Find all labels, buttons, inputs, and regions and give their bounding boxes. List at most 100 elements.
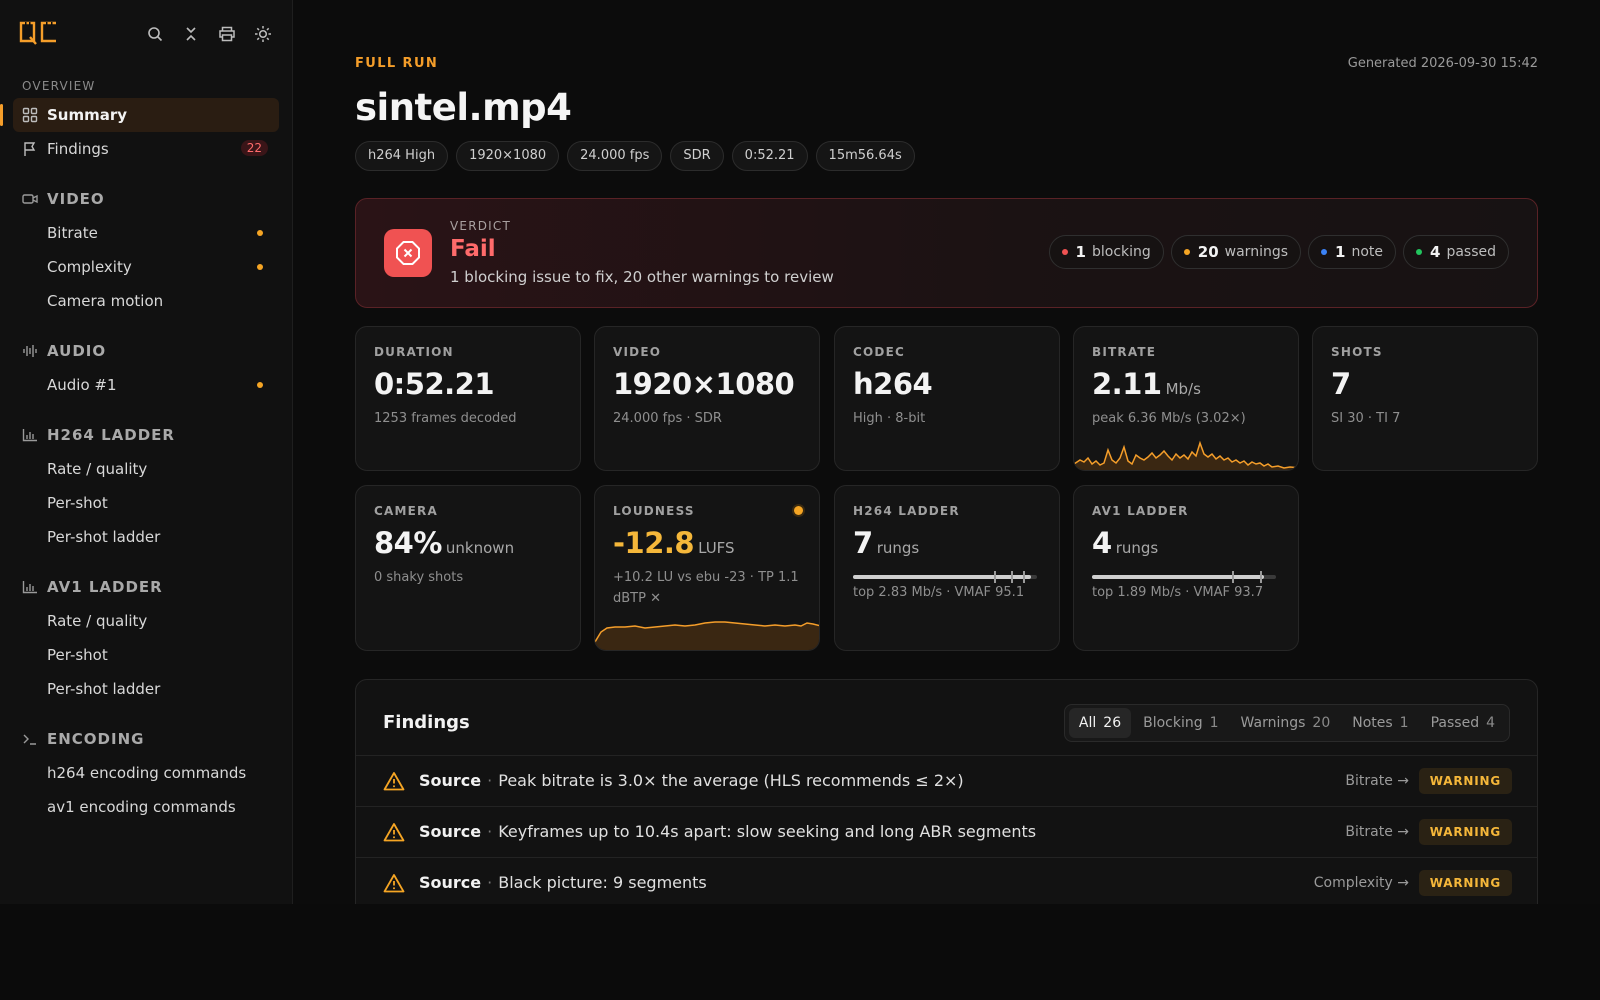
tab-all[interactable]: All 26 bbox=[1068, 708, 1132, 738]
section-audio[interactable]: AUDIO bbox=[0, 334, 292, 368]
bar-chart-icon bbox=[22, 429, 37, 442]
sidebar-item-label: Per-shot ladder bbox=[47, 680, 161, 698]
tab-label: Blocking bbox=[1143, 715, 1203, 731]
findings-count-badge: 22 bbox=[240, 140, 268, 156]
section-encoding[interactable]: ENCODING bbox=[0, 722, 292, 756]
pill-count: 1 bbox=[1075, 243, 1086, 261]
sidebar-item-av1-rate-quality[interactable]: Rate / quality bbox=[0, 604, 292, 638]
page-title: sintel.mp4 bbox=[355, 86, 572, 129]
qc-logo-icon bbox=[19, 21, 56, 45]
ladder-fill bbox=[1092, 575, 1264, 579]
rungs-unit: rungs bbox=[1115, 539, 1159, 557]
sidebar-item-label: Audio #1 bbox=[47, 376, 117, 394]
card-value: 2.11 Mb/s bbox=[1092, 367, 1201, 401]
sidebar-item-complexity[interactable]: Complexity bbox=[0, 250, 292, 284]
h264-ladder-card[interactable]: H264 LADDER 7 rungs top 2.83 Mb/s · VMAF … bbox=[834, 485, 1060, 651]
finding-row[interactable]: Source · Keyframes up to 10.4s apart: slow… bbox=[356, 806, 1537, 857]
section-h264-ladder[interactable]: H264 LADDER bbox=[0, 418, 292, 452]
separator: · bbox=[487, 873, 493, 892]
card-sub: SI 30 · TI 7 bbox=[1331, 411, 1401, 426]
sidebar-item-h264-encoding-commands[interactable]: h264 encoding commands bbox=[0, 756, 292, 790]
card-label: DURATION bbox=[374, 345, 454, 359]
video-card[interactable]: VIDEO 1920×1080 24.000 fps · SDR bbox=[594, 326, 820, 471]
section-video[interactable]: VIDEO bbox=[0, 182, 292, 216]
shots-card[interactable]: SHOTS 7 SI 30 · TI 7 bbox=[1312, 326, 1538, 471]
camera-card[interactable]: CAMERA 84% unknown 0 shaky shots bbox=[355, 485, 581, 651]
blocking-count-pill[interactable]: 1 blocking bbox=[1048, 235, 1164, 269]
search-icon[interactable] bbox=[145, 24, 165, 44]
card-value: 4 rungs bbox=[1092, 526, 1158, 560]
card-label: CAMERA bbox=[374, 504, 438, 518]
theme-toggle-icon[interactable] bbox=[253, 24, 273, 44]
audio-waveform-icon bbox=[23, 345, 37, 357]
sidebar-item-av1-per-shot[interactable]: Per-shot bbox=[0, 638, 292, 672]
sidebar-item-summary[interactable]: Summary bbox=[0, 98, 279, 132]
sidebar-item-label: Summary bbox=[47, 106, 128, 124]
finding-link-bitrate[interactable]: Bitrate → bbox=[1345, 773, 1409, 789]
notes-count-pill[interactable]: 1 note bbox=[1308, 235, 1396, 269]
warnings-count-pill[interactable]: 20 warnings bbox=[1170, 235, 1302, 269]
sidebar-item-camera-motion[interactable]: Camera motion bbox=[0, 284, 292, 318]
sidebar-item-label: h264 encoding commands bbox=[47, 764, 247, 782]
sidebar-item-label: Per-shot ladder bbox=[47, 528, 161, 546]
flag-icon bbox=[24, 142, 36, 156]
tab-count: 4 bbox=[1486, 715, 1495, 731]
sidebar-item-h264-per-shot[interactable]: Per-shot bbox=[0, 486, 292, 520]
tab-label: Warnings bbox=[1240, 715, 1306, 731]
passed-count-pill[interactable]: 4 passed bbox=[1403, 235, 1509, 269]
camera-unit: unknown bbox=[445, 539, 515, 557]
card-value: h264 bbox=[853, 367, 933, 401]
chip-profile: h264 High bbox=[355, 141, 449, 171]
tab-count: 1 bbox=[1209, 715, 1219, 731]
tab-count: 20 bbox=[1312, 715, 1331, 731]
sidebar-item-h264-per-shot-ladder[interactable]: Per-shot ladder bbox=[0, 520, 292, 554]
tab-warnings[interactable]: Warnings 20 bbox=[1231, 708, 1341, 738]
warning-triangle-icon bbox=[383, 874, 405, 893]
loudness-unit: LUFS bbox=[698, 539, 735, 557]
warning-badge: WARNING bbox=[1418, 768, 1512, 794]
chip-duration: 0:52.21 bbox=[731, 141, 808, 171]
codec-card[interactable]: CODEC h264 High · 8-bit bbox=[834, 326, 1060, 471]
sidebar-nav: OVERVIEW Summary Findings 22 VIDEO Bitra… bbox=[0, 76, 292, 824]
overview-label: OVERVIEW bbox=[22, 79, 96, 93]
blocking-dot bbox=[1061, 249, 1068, 255]
rungs-value: 7 bbox=[853, 526, 873, 560]
finding-message: Keyframes up to 10.4s apart: slow seekin… bbox=[498, 822, 1037, 841]
tab-notes[interactable]: Notes 1 bbox=[1342, 708, 1418, 738]
sidebar-item-label: Findings bbox=[47, 140, 109, 158]
loudness-card[interactable]: LOUDNESS -12.8 LUFS +10.2 LU vs ebu -23 ·… bbox=[594, 485, 820, 651]
loudness-value: -12.8 bbox=[613, 526, 695, 560]
finding-source: Source bbox=[419, 873, 482, 892]
sidebar-item-bitrate[interactable]: Bitrate bbox=[0, 216, 292, 250]
card-sub: 1253 frames decoded bbox=[374, 411, 517, 426]
sidebar-item-findings[interactable]: Findings 22 bbox=[0, 132, 292, 166]
sidebar-item-av1-per-shot-ladder[interactable]: Per-shot ladder bbox=[0, 672, 292, 706]
tab-blocking[interactable]: Blocking 1 bbox=[1133, 708, 1228, 738]
finding-row[interactable]: Source · Peak bitrate is 3.0× the average … bbox=[356, 755, 1537, 806]
bar-chart-icon bbox=[22, 581, 37, 594]
findings-filter-tabs: All 26 Blocking 1 Warnings 20 Notes 1 Passed… bbox=[1063, 704, 1510, 742]
collapse-icon[interactable] bbox=[181, 24, 201, 44]
sidebar-item-av1-encoding-commands[interactable]: av1 encoding commands bbox=[0, 790, 292, 824]
section-title: ENCODING bbox=[47, 730, 145, 748]
bitrate-unit: Mb/s bbox=[1165, 380, 1201, 398]
finding-row[interactable]: Source · Black picture: 9 segments Complex… bbox=[356, 857, 1537, 904]
bitrate-card[interactable]: BITRATE 2.11 Mb/s peak 6.36 Mb/s (3.02×) bbox=[1073, 326, 1299, 471]
tab-passed[interactable]: Passed 4 bbox=[1421, 708, 1505, 738]
qc-logo[interactable] bbox=[18, 20, 60, 46]
warning-dot bbox=[257, 264, 263, 270]
section-av1-ladder[interactable]: AV1 LADDER bbox=[0, 570, 292, 604]
finding-source: Source bbox=[419, 822, 482, 841]
finding-message: Peak bitrate is 3.0× the average (HLS re… bbox=[498, 771, 964, 790]
finding-link-complexity[interactable]: Complexity → bbox=[1313, 875, 1409, 891]
print-icon[interactable] bbox=[217, 24, 237, 44]
sidebar-item-label: Camera motion bbox=[47, 292, 164, 310]
sidebar-item-h264-rate-quality[interactable]: Rate / quality bbox=[0, 452, 292, 486]
sidebar-item-label: av1 encoding commands bbox=[47, 798, 236, 816]
sidebar-item-audio-1[interactable]: Audio #1 bbox=[0, 368, 292, 402]
ladder-tick bbox=[1232, 571, 1234, 583]
card-sub: top 1.89 Mb/s · VMAF 93.7 bbox=[1092, 585, 1264, 600]
av1-ladder-card[interactable]: AV1 LADDER 4 rungs top 1.89 Mb/s · VMAF 9… bbox=[1073, 485, 1299, 651]
duration-card[interactable]: DURATION 0:52.21 1253 frames decoded bbox=[355, 326, 581, 471]
finding-link-bitrate[interactable]: Bitrate → bbox=[1345, 824, 1409, 840]
